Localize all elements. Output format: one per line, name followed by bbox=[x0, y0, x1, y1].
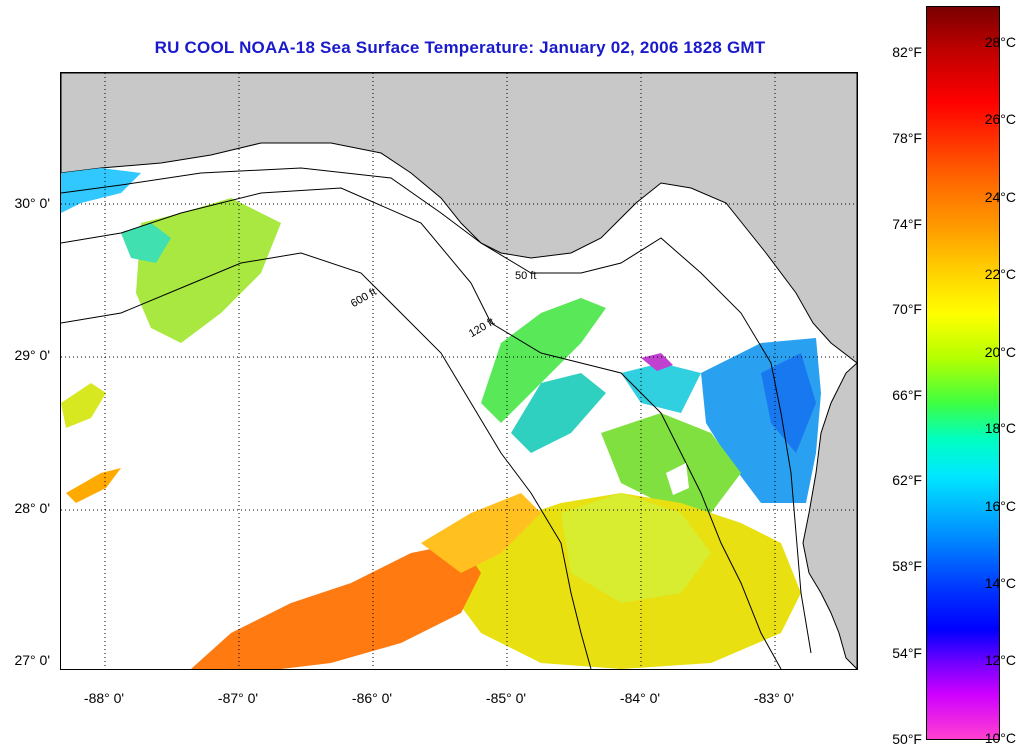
contour-label-50ft: 50 ft bbox=[515, 270, 537, 282]
lon-label: -86° 0' bbox=[351, 690, 393, 706]
sst-patch-green-mid bbox=[481, 298, 606, 423]
sst-map bbox=[60, 72, 858, 670]
colorbar-f-label: 82°F bbox=[892, 44, 922, 60]
sst-map-canvas bbox=[61, 73, 857, 669]
temperature-colorbar bbox=[926, 6, 1000, 740]
colorbar-f-label: 58°F bbox=[892, 558, 922, 574]
sst-patch-cyan-mid bbox=[511, 373, 606, 453]
colorbar-f-label: 66°F bbox=[892, 387, 922, 403]
lon-label: -87° 0' bbox=[217, 690, 259, 706]
land-north bbox=[61, 73, 857, 364]
colorbar-f-label: 74°F bbox=[892, 216, 922, 232]
sst-patch-orange-sw bbox=[191, 543, 481, 669]
lon-label: -83° 0' bbox=[753, 690, 795, 706]
lat-label: 29° 0' bbox=[14, 347, 50, 363]
colorbar-c-label: 14°C bbox=[984, 575, 1016, 591]
colorbar-c-label: 12°C bbox=[984, 652, 1016, 668]
sst-patch-orange-w bbox=[66, 468, 121, 503]
colorbar-c-label: 24°C bbox=[984, 189, 1016, 205]
sst-patch-green-nw bbox=[136, 198, 281, 343]
colorbar-f-label: 50°F bbox=[892, 731, 922, 747]
sst-patch-cyan-east bbox=[621, 363, 701, 413]
lon-label: -85° 0' bbox=[485, 690, 527, 706]
sst-patch-orangeyellow bbox=[421, 493, 541, 573]
colorbar-c-label: 26°C bbox=[984, 111, 1016, 127]
sst-patch-cool-nw bbox=[61, 168, 141, 213]
colorbar-f-label: 54°F bbox=[892, 645, 922, 661]
colorbar-c-label: 18°C bbox=[984, 420, 1016, 436]
cloud-patch bbox=[666, 463, 689, 495]
graticule bbox=[61, 73, 857, 669]
colorbar-c-label: 22°C bbox=[984, 266, 1016, 282]
lat-label: 30° 0' bbox=[14, 195, 50, 211]
sst-patch-yellow-w bbox=[61, 383, 106, 428]
sst-patch-green-east bbox=[601, 413, 741, 513]
colorbar-f-label: 62°F bbox=[892, 472, 922, 488]
colorbar-c-label: 20°C bbox=[984, 344, 1016, 360]
colorbar-f-label: 78°F bbox=[892, 130, 922, 146]
lon-label: -88° 0' bbox=[83, 690, 125, 706]
colorbar-f-label: 70°F bbox=[892, 301, 922, 317]
contour-line-600ft bbox=[61, 252, 592, 669]
colorbar-c-label: 28°C bbox=[984, 34, 1016, 50]
lat-label: 27° 0' bbox=[14, 652, 50, 668]
sst-patch-lightyellow bbox=[561, 493, 711, 603]
contour-line-120ft bbox=[61, 187, 782, 669]
colorbar-c-label: 16°C bbox=[984, 498, 1016, 514]
land-east bbox=[802, 362, 857, 669]
map-title: RU COOL NOAA-18 Sea Surface Temperature:… bbox=[154, 38, 766, 57]
contour-line-50ft bbox=[61, 167, 812, 654]
colorbar-c-label: 10°C bbox=[984, 730, 1016, 746]
lat-label: 28° 0' bbox=[14, 500, 50, 516]
lon-label: -84° 0' bbox=[619, 690, 661, 706]
sst-patch-cyan-nw bbox=[121, 223, 171, 263]
